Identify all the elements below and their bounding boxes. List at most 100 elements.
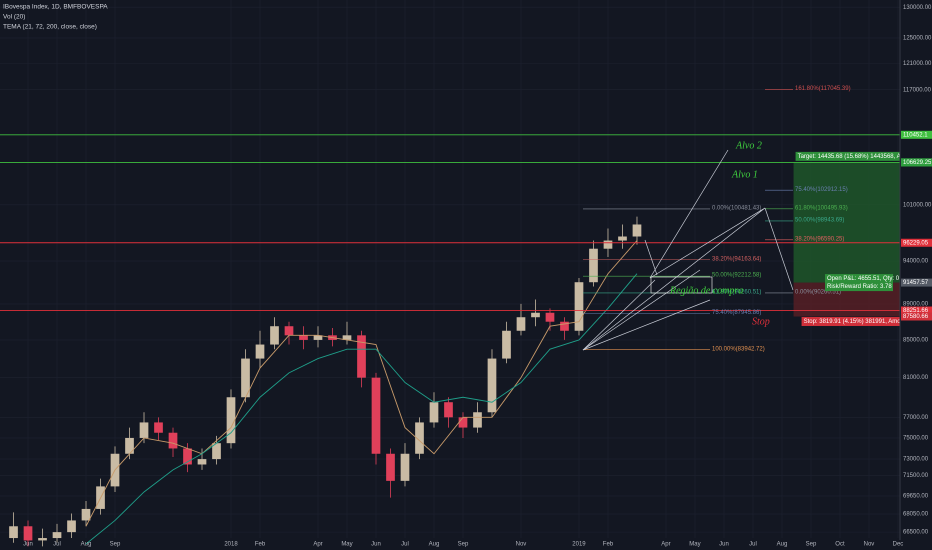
candle-body	[516, 317, 526, 331]
candle-body	[400, 453, 410, 481]
x-tick-label: Jul	[53, 542, 61, 548]
header: Vol (20)	[3, 14, 25, 21]
x-tick-label: Apr	[313, 542, 322, 548]
x-tick-label: Oct	[835, 542, 845, 548]
fan-line	[582, 279, 656, 351]
candle-body	[52, 532, 62, 539]
y-tick-label: 69650.00	[903, 493, 929, 499]
price-tag-label: 87580.66	[903, 314, 929, 320]
note: Alvo 2	[735, 140, 762, 151]
candle-body	[473, 412, 482, 428]
y-tick-label: 85000.00	[903, 338, 929, 344]
candle-body	[415, 422, 424, 454]
candle-body	[386, 453, 395, 481]
position-box	[825, 282, 893, 292]
candle-body	[313, 335, 323, 340]
x-tick-label: Jul	[749, 542, 757, 548]
x-tick-label: Jun	[371, 542, 381, 548]
position-text: Risk/Reward Ratio: 3.78	[827, 284, 892, 290]
price-tag-label: 96229.05	[903, 240, 929, 246]
y-tick-label: 94000.00	[903, 259, 929, 265]
price-tag	[901, 306, 932, 315]
candle-body	[38, 538, 47, 541]
price-tag	[901, 312, 932, 321]
x-tick-label: Aug	[429, 542, 440, 548]
arrow-line	[649, 207, 766, 279]
y-tick-label: 75000.00	[903, 436, 929, 442]
fan-line	[764, 207, 794, 291]
y-tick-label: 125000.00	[903, 35, 932, 41]
x-tick-label: Sep	[806, 542, 817, 548]
position-box	[801, 317, 900, 327]
x-tick-label: Feb	[255, 542, 266, 548]
x-tick-label: Jun	[23, 542, 33, 548]
candle-body	[371, 377, 381, 454]
candle-body	[284, 326, 294, 336]
position-box	[795, 151, 900, 161]
header: IBovespa Index, 1D, BMFBOVESPA	[3, 4, 108, 11]
candle-body	[574, 282, 584, 331]
x-tick-label: 2018	[224, 542, 238, 548]
position-text: Open P&L: 4655.51, Qty: 0	[827, 276, 900, 282]
x-tick-label: Jun	[719, 542, 729, 548]
fib-label: 75.40%(102912.15)	[795, 187, 848, 193]
fib-label: 50.00%(98943.69)	[795, 218, 844, 224]
y-tick-label: 130000.00	[903, 5, 932, 11]
x-tick-label: Jul	[401, 542, 409, 548]
arrow-line	[644, 239, 658, 276]
x-tick-label: Aug	[81, 542, 92, 548]
candle-body	[545, 312, 555, 322]
fan-line	[582, 207, 766, 351]
candle-body	[168, 432, 178, 449]
x-tick-label: Nov	[516, 542, 527, 548]
arrow-line	[649, 149, 729, 279]
y-tick-label: 68050.00	[903, 512, 929, 518]
candle-body	[139, 422, 149, 438]
y-tick-label: 71500.00	[903, 473, 929, 479]
y-tick-label: 89000.00	[903, 301, 929, 307]
candle-body	[560, 321, 569, 331]
x-tick-label: Apr	[661, 542, 670, 548]
candle-body	[618, 236, 627, 241]
candle-body	[603, 240, 613, 249]
price-tag	[901, 278, 932, 287]
price-tag-label: 110452.1	[903, 132, 928, 138]
candle-body	[67, 520, 76, 533]
price-axis: 130000.00 125000.00 121000.00 117000.00 1010…	[23, 0, 932, 550]
fib-label: 75.40%(87945.86)	[712, 310, 761, 316]
x-tick-label: Nov	[864, 542, 875, 548]
fan-line	[582, 299, 711, 351]
axis-bg	[900, 0, 932, 550]
fib-label: 0.00%(100481.43)	[712, 205, 761, 211]
candle-body	[502, 330, 511, 359]
fib-label: 61.80%(100495.93)	[795, 205, 848, 211]
candle-body	[23, 526, 33, 541]
candle-body	[183, 448, 192, 465]
candle-body	[299, 335, 308, 340]
x-tick-label: 2019	[572, 542, 586, 548]
grid	[0, 0, 900, 538]
fib-label: 50.00%(92212.58)	[712, 273, 761, 279]
candle-body	[81, 508, 91, 521]
y-tick-label: 77000.00	[903, 415, 929, 421]
x-tick-label: May	[341, 542, 352, 548]
indicator-line	[85, 273, 638, 545]
price-tag-label: 106629.25	[903, 160, 932, 166]
indicator-line	[85, 240, 638, 527]
position-text: Stop: 3819.91 (4.15%) 381991, Amount:	[804, 319, 911, 325]
x-tick-label: Dec	[893, 542, 904, 548]
fib-label: 61.80%(90260.51)	[712, 289, 761, 295]
x-tick-label: May	[689, 542, 700, 548]
candle-body	[255, 344, 265, 359]
note: Região de compra	[669, 285, 743, 296]
marks: 0.00%(100481.43) 38.20%(94163.64) 50.00%(9…	[0, 86, 919, 547]
note: Alvo 1	[731, 169, 758, 180]
candle-body	[429, 402, 439, 423]
candle-body	[531, 312, 540, 318]
candle-body	[226, 397, 236, 444]
candle-body	[241, 358, 250, 398]
candle-body	[589, 248, 598, 283]
fib-label: 0.00%(90260.51)	[795, 289, 841, 295]
candle-body	[125, 437, 134, 454]
